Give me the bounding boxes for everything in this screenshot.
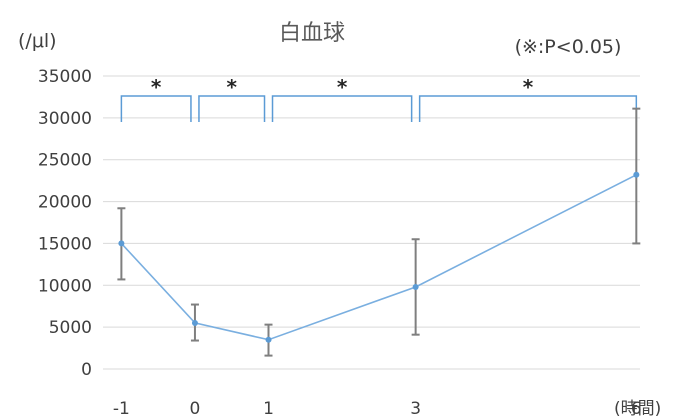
significance-note: (※:P<0.05): [515, 36, 622, 58]
y-tick-label-15000: 15000: [38, 234, 92, 254]
y-tick-label-20000: 20000: [38, 193, 92, 213]
y-tick-label-35000: 35000: [38, 67, 92, 87]
y-unit-label: (/μl): [18, 30, 57, 52]
x-axis-ticks: -1 0 1 3 6: [113, 399, 642, 418]
significance-bracket-0: [120, 95, 192, 122]
y-tick-label-0: 0: [81, 360, 92, 380]
significance-star-1: *: [226, 75, 237, 99]
data-point-3: [412, 283, 419, 290]
significance-bracket-2: [271, 95, 413, 122]
significance-star-0: *: [151, 75, 162, 99]
y-tick-label-5000: 5000: [49, 318, 92, 338]
series-line: [120, 174, 637, 341]
significance-star-3: *: [523, 75, 534, 99]
y-axis-ticks: 0 5000 10000 15000 20000 25000 30000 35000: [38, 67, 92, 380]
x-tick-label-6: 6: [631, 399, 642, 418]
x-axis-suffix: (時間): [614, 399, 661, 418]
series-wbc: [117, 107, 641, 357]
x-tick-label-1: 1: [263, 399, 274, 418]
x-tick-label-0: 0: [190, 399, 201, 418]
y-tick-label-30000: 30000: [38, 109, 92, 129]
grid-lines: [103, 75, 640, 370]
y-tick-label-25000: 25000: [38, 151, 92, 171]
significance-bracket-1: [198, 95, 266, 122]
significance-star-2: *: [337, 75, 348, 99]
x-tick-label--1: -1: [113, 399, 130, 418]
data-point-1: [191, 319, 198, 326]
chart-title: 白血球: [279, 21, 345, 46]
data-point-4: [633, 171, 640, 178]
data-point-0: [118, 240, 125, 247]
x-tick-label-3: 3: [410, 399, 421, 418]
data-point-2: [265, 336, 272, 343]
y-tick-label-10000: 10000: [38, 276, 92, 296]
significance-brackets: * * * *: [120, 75, 638, 122]
